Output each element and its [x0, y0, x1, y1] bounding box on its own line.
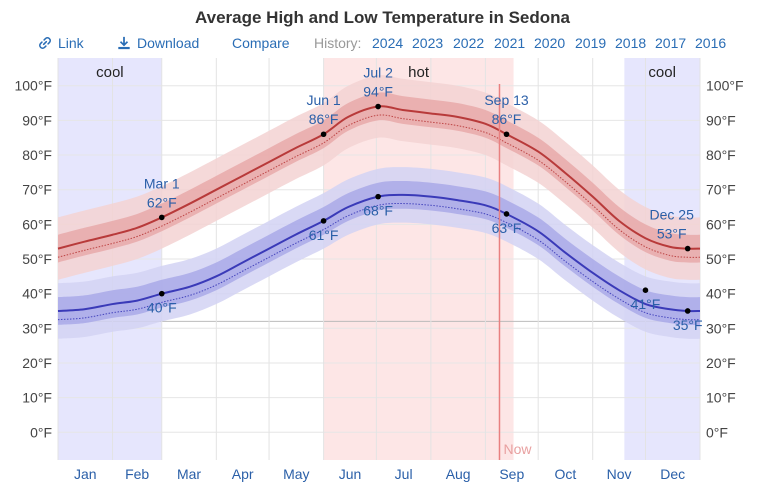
annotation-point-high-0: [158, 214, 165, 221]
high-band-outer: [58, 75, 700, 280]
annotation-value-high-2: 94°F: [363, 84, 393, 100]
annotation-date-high-1: Jun 1: [306, 92, 340, 108]
link-button[interactable]: Link: [38, 35, 84, 51]
y-tick-left-60: 60°F: [22, 216, 52, 232]
annotation-value-high-4: 53°F: [657, 226, 687, 242]
season-label-cool-2: cool: [648, 64, 676, 81]
y-tick-right-50: 50°F: [706, 251, 736, 267]
y-tick-left-50: 50°F: [22, 251, 52, 267]
y-tick-left-0: 0°F: [30, 424, 52, 440]
annotation-point-low-9: [642, 287, 649, 293]
y-tick-right-70: 70°F: [706, 182, 736, 198]
high-dotted-line: [57, 114, 701, 258]
annotation-value-low-9: 41°F: [631, 296, 661, 312]
x-tick-mar: Mar: [177, 466, 201, 482]
annotation-point-low-6: [320, 218, 327, 224]
compare-button[interactable]: Compare: [232, 35, 290, 51]
annotation-point-high-2: [375, 103, 381, 110]
x-tick-aug: Aug: [446, 466, 471, 482]
annotation-date-high-3: Sep 13: [484, 92, 529, 108]
y-tick-right-10: 10°F: [706, 390, 736, 406]
season-label-cool-0: cool: [96, 64, 124, 81]
chart-title: Average High and Low Temperature in Sedo…: [194, 8, 570, 27]
low-band-inner: [58, 181, 700, 325]
annotation-point-low-5: [158, 290, 165, 297]
x-tick-may: May: [283, 466, 309, 482]
annotation-date-high-0: Mar 1: [144, 175, 180, 191]
y-tick-left-30: 30°F: [22, 320, 52, 336]
toolbar: Link Download Compare History: 2024 2023…: [0, 35, 765, 55]
annotation-value-high-1: 86°F: [309, 111, 339, 127]
annotation-date-high-4: Dec 25: [650, 207, 695, 223]
y-tick-right-80: 80°F: [706, 147, 736, 163]
history-year-2017[interactable]: 2017: [655, 35, 687, 51]
annotation-point-high-1: [320, 131, 327, 138]
annotation-point-low-7: [375, 193, 381, 200]
history-year-2021[interactable]: 2021: [494, 35, 526, 51]
y-tick-left-40: 40°F: [22, 286, 52, 302]
annotation-date-high-2: Jul 2: [363, 65, 393, 81]
annotation-point-high-4: [684, 245, 691, 252]
history-year-2022[interactable]: 2022: [453, 35, 485, 51]
y-tick-left-90: 90°F: [22, 112, 52, 128]
x-tick-jul: Jul: [395, 466, 413, 482]
y-tick-left-10: 10°F: [22, 390, 52, 406]
annotation-value-high-0: 62°F: [147, 194, 177, 210]
x-tick-oct: Oct: [555, 466, 577, 482]
x-tick-jun: Jun: [339, 466, 362, 482]
x-tick-jan: Jan: [74, 466, 97, 482]
annotation-point-low-10: [684, 308, 691, 314]
annotation-value-low-10: 35°F: [673, 317, 703, 333]
y-tick-left-80: 80°F: [22, 147, 52, 163]
x-tick-feb: Feb: [125, 466, 149, 482]
annotation-value-low-6: 61°F: [309, 227, 339, 243]
history-year-2023[interactable]: 2023: [412, 35, 444, 51]
y-tick-right-90: 90°F: [706, 112, 736, 128]
x-tick-sep: Sep: [499, 466, 524, 482]
history-label: History:: [314, 35, 362, 51]
y-tick-left-70: 70°F: [22, 182, 52, 198]
now-label: Now: [503, 441, 532, 457]
y-tick-right-60: 60°F: [706, 216, 736, 232]
x-tick-apr: Apr: [232, 466, 254, 482]
annotation-value-low-5: 40°F: [147, 300, 177, 316]
history-year-2018[interactable]: 2018: [615, 35, 647, 51]
history-year-2016[interactable]: 2016: [695, 35, 727, 51]
y-tick-right-30: 30°F: [706, 320, 736, 336]
x-tick-nov: Nov: [607, 466, 632, 482]
annotation-point-high-3: [503, 131, 510, 138]
y-tick-right-100: 100°F: [706, 78, 744, 94]
annotation-value-low-8: 63°F: [492, 220, 522, 236]
link-label: Link: [58, 35, 84, 51]
y-tick-left-100: 100°F: [14, 78, 52, 94]
low-band-outer: [58, 167, 700, 339]
y-tick-left-20: 20°F: [22, 355, 52, 371]
x-tick-dec: Dec: [660, 466, 685, 482]
history-year-2019[interactable]: 2019: [575, 35, 607, 51]
link-icon: [38, 36, 52, 50]
y-tick-right-40: 40°F: [706, 286, 736, 302]
annotation-value-low-7: 68°F: [363, 203, 393, 219]
annotation-point-low-8: [503, 211, 510, 217]
download-label: Download: [137, 35, 200, 51]
y-tick-right-0: 0°F: [706, 424, 728, 440]
annotation-value-high-3: 86°F: [492, 111, 522, 127]
y-tick-right-20: 20°F: [706, 355, 736, 371]
season-label-hot-1: hot: [408, 64, 430, 81]
history-year-2024[interactable]: 2024: [372, 35, 404, 51]
history-year-2020[interactable]: 2020: [534, 35, 566, 51]
download-button[interactable]: Download: [117, 35, 199, 51]
download-icon: [117, 36, 131, 50]
